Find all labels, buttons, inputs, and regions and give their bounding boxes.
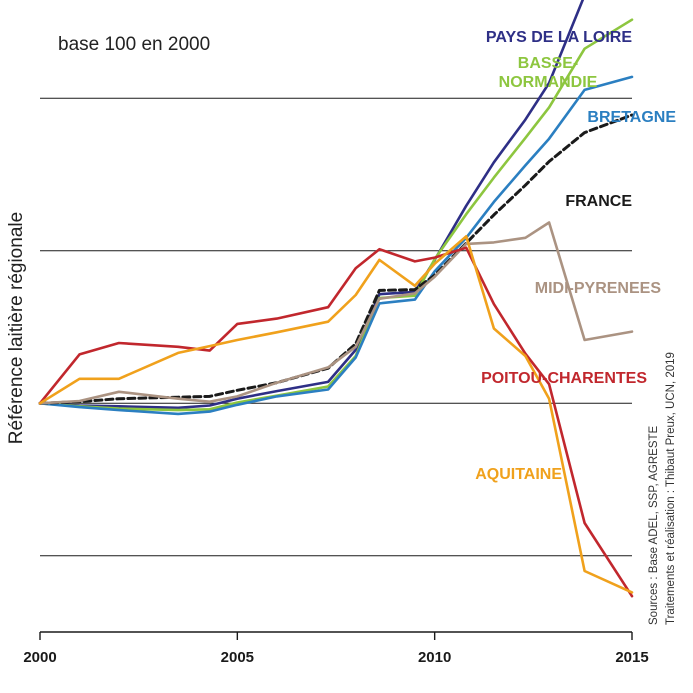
series-lines [38,0,634,598]
series-label-bretagne: BRETAGNE [587,109,676,126]
y-axis-label: Référence laitière régionale [6,212,27,444]
x-tick-label: 2000 [23,649,56,666]
series-line-bretagne [38,75,634,416]
series-label-poitou-charentes: POITOU-CHARENTES [481,370,647,387]
series-line-midi-pyrenees [38,221,634,405]
series-label-pays-de-la-loire: PAYS DE LA LOIRE [486,29,632,46]
series-line-poitou-charentes [38,246,634,598]
series-line-basse-normandie [38,18,634,412]
series-label-france: FRANCE [565,193,632,210]
series-label-midi-pyrenees: MIDI-PYRENEES [535,280,662,297]
sources-line-1: Sources : Base ADEL, SSP, AGRESTE [648,425,660,625]
x-tick-label: 2015 [615,649,648,666]
series-label-basse-normandie: BASSE-NORMANDIE [499,55,598,91]
x-ticks: 2000 2005 2010 2015 [23,632,649,666]
series-label-aquitaine: AQUITAINE [475,466,562,483]
series-line-aquitaine [38,235,634,594]
base-note: base 100 en 2000 [58,34,210,55]
x-tick-label: 2005 [221,649,254,666]
sources-line-2: Traitements et réalisation : Thibaut Pre… [665,352,677,625]
x-tick-label: 2010 [418,649,451,666]
gridlines [40,97,632,557]
series-labels: PAYS DE LA LOIRE BASSE-NORMANDIE BRETAGNE F… [475,29,676,483]
